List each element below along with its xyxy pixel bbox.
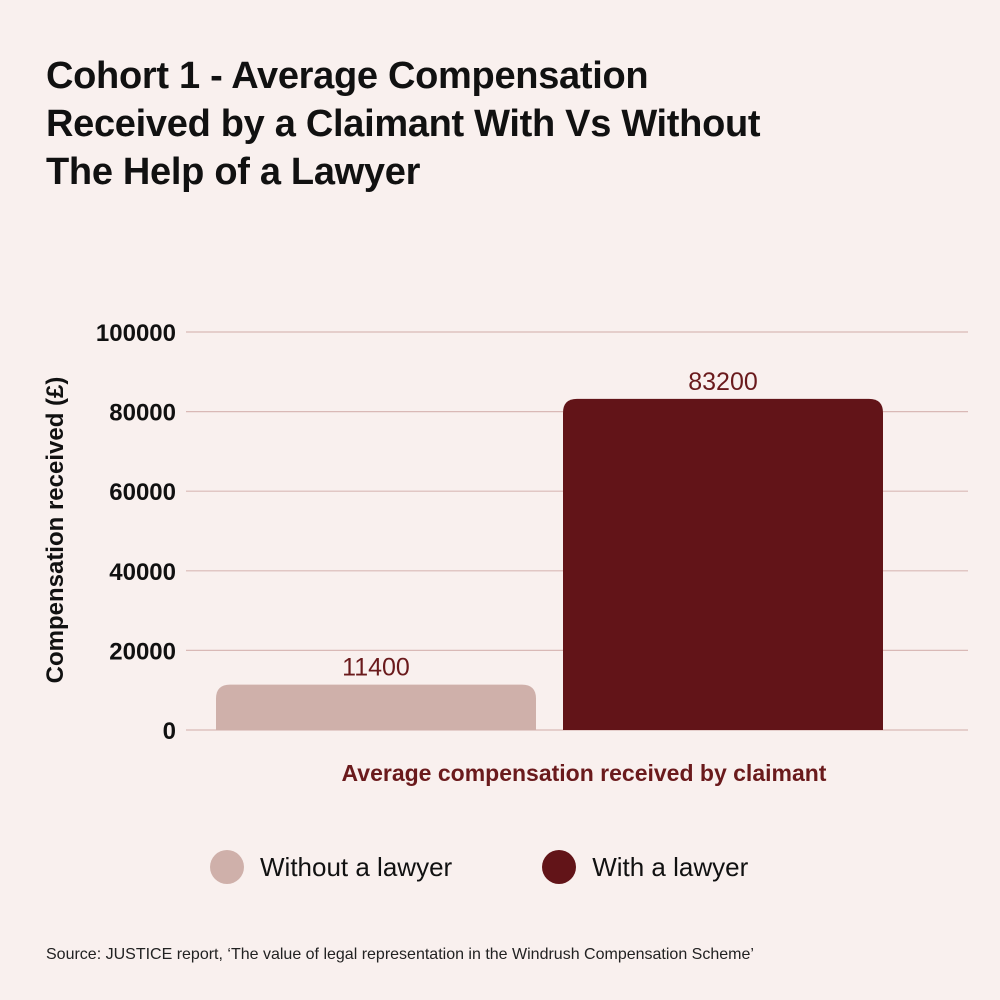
legend-label-with-lawyer: With a lawyer bbox=[592, 851, 749, 882]
legend-item-without-lawyer: Without a lawyer bbox=[210, 850, 452, 884]
chart-title-line-2: Received by a Claimant With Vs Without bbox=[46, 103, 761, 145]
legend-swatch-without-lawyer bbox=[210, 850, 244, 884]
legend: Without a lawyer With a lawyer bbox=[210, 850, 838, 884]
legend-swatch-with-lawyer bbox=[542, 850, 577, 884]
data-label-without-a-lawyer: 11400 bbox=[342, 654, 410, 682]
legend-item-with-lawyer: With a lawyer bbox=[542, 850, 748, 884]
chart-title-line-1: Cohort 1 - Average Compensation bbox=[46, 55, 649, 97]
chart-title-line-3: The Help of a Lawyer bbox=[46, 151, 421, 193]
y-tick-label-20000: 20000 bbox=[109, 638, 176, 665]
y-tick-label-0: 0 bbox=[163, 718, 176, 745]
legend-label-without-lawyer: Without a lawyer bbox=[260, 851, 453, 882]
x-axis-label: Average compensation received by claiman… bbox=[341, 760, 827, 786]
y-tick-label-80000: 80000 bbox=[109, 400, 176, 427]
y-tick-label-100000: 100000 bbox=[96, 320, 176, 347]
y-tick-label-60000: 60000 bbox=[109, 479, 176, 506]
bar-with-a-lawyer bbox=[563, 398, 883, 730]
chart-title: Cohort 1 - Average Compensation Received… bbox=[46, 52, 946, 196]
data-label-with-a-lawyer: 83200 bbox=[688, 368, 758, 396]
y-tick-label-40000: 40000 bbox=[109, 559, 176, 586]
source-note: Source: JUSTICE report, ‘The value of le… bbox=[46, 946, 754, 963]
bar-without-a-lawyer bbox=[216, 684, 536, 730]
